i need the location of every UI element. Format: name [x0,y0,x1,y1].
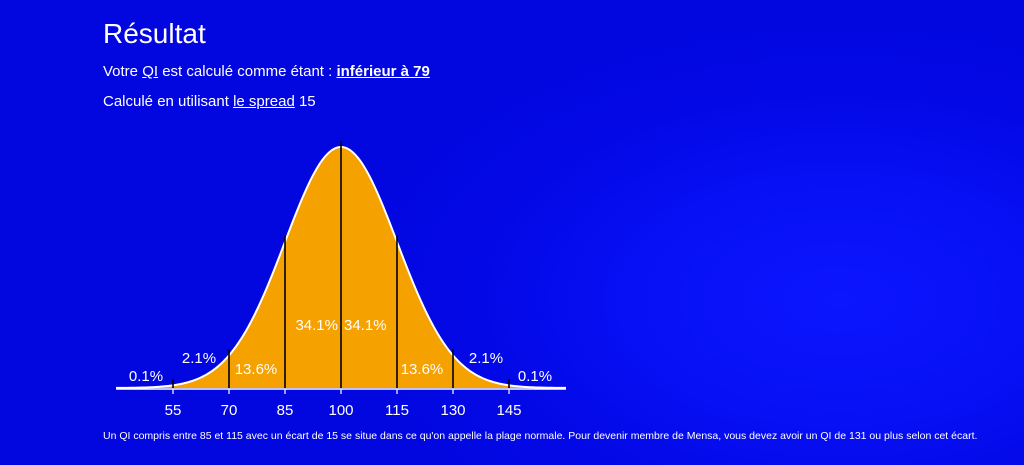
result-value-link[interactable]: inférieur à 79 [336,63,430,80]
band-label-115-130: 13.6% [401,361,444,378]
band-label-85-100: 34.1% [295,317,338,334]
result-line: Votre QI est calculé comme étant : infér… [103,63,430,80]
result-middle: est calculé comme étant : [158,63,337,80]
band-label-40-55: 0.1% [129,368,163,385]
band-label-130-145: 2.1% [469,350,503,367]
spread-line: Calculé en utilisant le spread 15 [103,93,316,110]
spread-link[interactable]: le spread [233,93,295,110]
band-label-100-115: 34.1% [344,317,387,334]
result-prefix: Votre [103,63,143,80]
x-tick-label-115: 115 [385,402,409,419]
iq-bell-curve-chart: 55 70 85 100 115 130 145 0.1% 2.1% 13.6% 34.1% 34.1… [115,141,567,419]
band-label-55-70: 2.1% [182,350,216,367]
page-title: Résultat [103,18,206,49]
x-tick-label-100: 100 [328,402,353,419]
footnote: Un QI compris entre 85 et 115 avec un éc… [103,430,978,442]
x-tick-label-145: 145 [496,402,521,419]
band-label-70-85: 13.6% [235,361,278,378]
band-label-145-160: 0.1% [518,368,552,385]
spread-prefix: Calculé en utilisant [103,93,234,110]
x-tick-label-70: 70 [221,402,238,419]
spread-value: 15 [294,93,316,110]
x-tick-label-55: 55 [165,402,182,419]
x-tick-label-130: 130 [440,402,465,419]
x-tick-label-85: 85 [277,402,294,419]
qi-link[interactable]: QI [142,63,159,80]
